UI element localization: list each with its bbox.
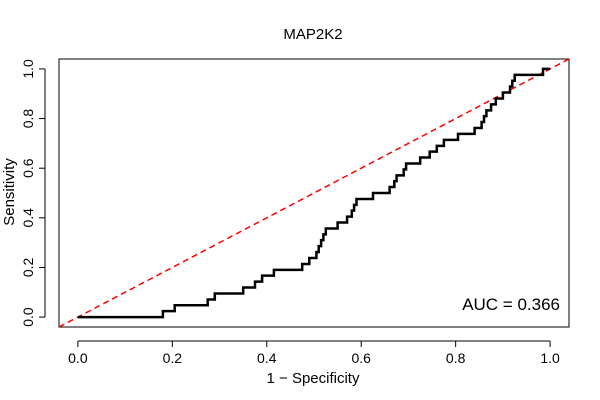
x-tick-label: 0.0	[68, 350, 88, 366]
x-tick-label: 0.6	[351, 350, 371, 366]
reference-diagonal-line	[59, 59, 569, 327]
auc-annotation: AUC = 0.366	[462, 295, 560, 314]
plot-area: 0.0 0.2 0.4 0.6 0.8 1.0 0.0 0.2 0.4 0.6 0.8 1.0	[20, 58, 570, 366]
chart-title: MAP2K2	[283, 26, 342, 43]
x-tick-label: 0.8	[446, 350, 466, 366]
y-tick-label: 1.0	[20, 59, 36, 79]
x-tick-label: 0.2	[163, 350, 183, 366]
x-tick-label: 0.4	[257, 350, 277, 366]
x-axis-label: 1 − Specificity	[267, 370, 360, 387]
y-tick-label: 0.4	[20, 208, 36, 228]
y-tick-label: 0.6	[20, 158, 36, 178]
roc-curve-line	[77, 67, 551, 319]
plot-frame	[58, 58, 570, 328]
y-tick-label: 0.2	[20, 258, 36, 278]
y-axis-label: Sensitivity	[1, 158, 18, 226]
x-tick-label: 1.0	[540, 350, 560, 366]
y-tick-label: 0.0	[20, 307, 36, 327]
y-tick-label: 0.8	[20, 109, 36, 129]
